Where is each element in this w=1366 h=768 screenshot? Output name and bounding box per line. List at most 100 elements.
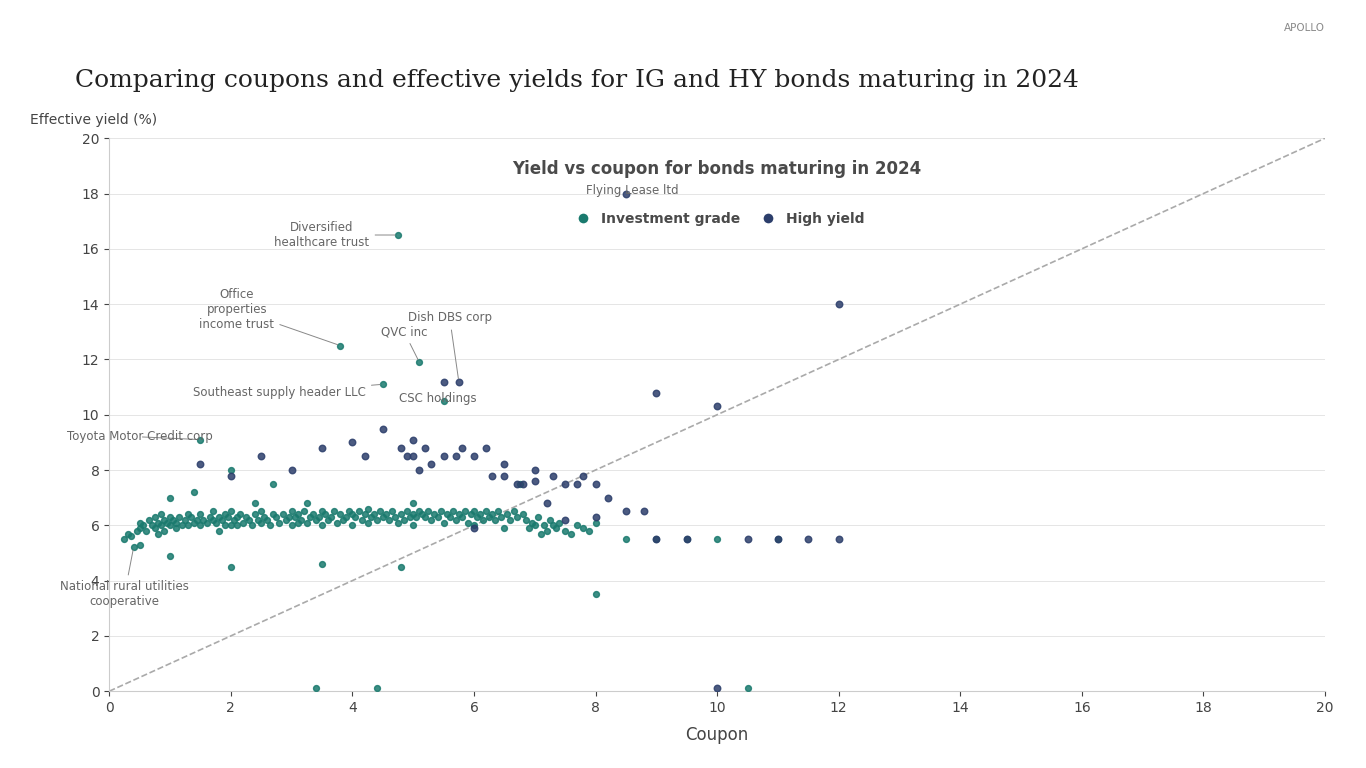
Point: [372, 378, 393, 390]
Text: Diversified
healthcare trust: Diversified healthcare trust: [275, 221, 395, 249]
Point: [245, 508, 266, 521]
Point: [374, 508, 396, 521]
Point: [150, 519, 172, 531]
Point: [143, 511, 165, 523]
Point: [126, 525, 148, 537]
Point: [445, 514, 467, 526]
Point: [205, 516, 227, 528]
Point: [567, 519, 589, 531]
Point: [533, 519, 555, 531]
Point: [160, 519, 180, 531]
Point: [525, 519, 546, 531]
Point: [190, 519, 212, 531]
Point: [768, 533, 790, 545]
Point: [160, 550, 180, 562]
Point: [210, 514, 232, 526]
Point: [490, 511, 512, 523]
Point: [150, 508, 172, 521]
Point: [311, 558, 333, 570]
Point: [309, 511, 331, 523]
Point: [208, 511, 229, 523]
Point: [421, 514, 443, 526]
Point: [299, 511, 321, 523]
Point: [585, 511, 607, 523]
Point: [250, 505, 272, 518]
Text: Effective yield (%): Effective yield (%): [30, 113, 157, 127]
Point: [305, 682, 326, 694]
Point: [220, 469, 242, 482]
Point: [156, 516, 178, 528]
Point: [585, 478, 607, 490]
Point: [768, 533, 790, 545]
Point: [634, 505, 656, 518]
Point: [500, 514, 522, 526]
Point: [272, 508, 294, 521]
Text: National rural utilities
cooperative: National rural utilities cooperative: [60, 550, 189, 608]
Point: [448, 376, 470, 388]
Point: [414, 511, 436, 523]
Point: [165, 522, 187, 535]
Point: [403, 450, 425, 462]
Point: [560, 528, 582, 540]
Text: CSC holdings: CSC holdings: [399, 392, 477, 405]
Point: [235, 511, 257, 523]
Point: [597, 492, 619, 504]
Point: [265, 511, 287, 523]
Point: [329, 339, 351, 352]
Point: [433, 516, 455, 528]
Point: [676, 533, 698, 545]
Point: [305, 514, 326, 526]
Point: [245, 497, 266, 509]
Point: [160, 511, 180, 523]
Point: [357, 502, 378, 515]
Point: [555, 525, 576, 537]
Point: [113, 533, 135, 545]
Point: [530, 528, 552, 540]
Point: [481, 469, 503, 482]
Point: [493, 458, 515, 471]
Point: [408, 505, 430, 518]
Point: [257, 514, 279, 526]
Point: [292, 505, 314, 518]
Point: [342, 436, 363, 449]
Point: [347, 505, 369, 518]
Legend: Investment grade, High yield: Investment grade, High yield: [564, 206, 870, 231]
Point: [143, 522, 165, 535]
Point: [518, 522, 540, 535]
Point: [311, 442, 333, 454]
Point: [391, 508, 413, 521]
Point: [128, 538, 150, 551]
Point: [153, 514, 175, 526]
Point: [520, 516, 542, 528]
Point: [357, 516, 378, 528]
Point: [706, 682, 728, 694]
Point: [451, 442, 473, 454]
Point: [493, 522, 515, 535]
Point: [426, 511, 448, 523]
Point: [585, 516, 607, 528]
Point: [391, 561, 413, 573]
Point: [190, 433, 212, 445]
Point: [220, 561, 242, 573]
Point: [436, 508, 458, 521]
Point: [128, 522, 150, 535]
Point: [406, 511, 428, 523]
Point: [262, 508, 284, 521]
Point: [445, 450, 467, 462]
Point: [217, 511, 239, 523]
Point: [141, 519, 163, 531]
Point: [138, 514, 160, 526]
Point: [646, 386, 668, 399]
Point: [555, 478, 576, 490]
Text: APOLLO: APOLLO: [1284, 23, 1325, 33]
Point: [438, 511, 460, 523]
Point: [403, 433, 425, 445]
Point: [496, 508, 518, 521]
Point: [165, 516, 187, 528]
Point: [403, 519, 425, 531]
Point: [120, 530, 142, 542]
Point: [555, 514, 576, 526]
Point: [135, 525, 157, 537]
Point: [372, 422, 393, 435]
Point: [160, 492, 180, 504]
